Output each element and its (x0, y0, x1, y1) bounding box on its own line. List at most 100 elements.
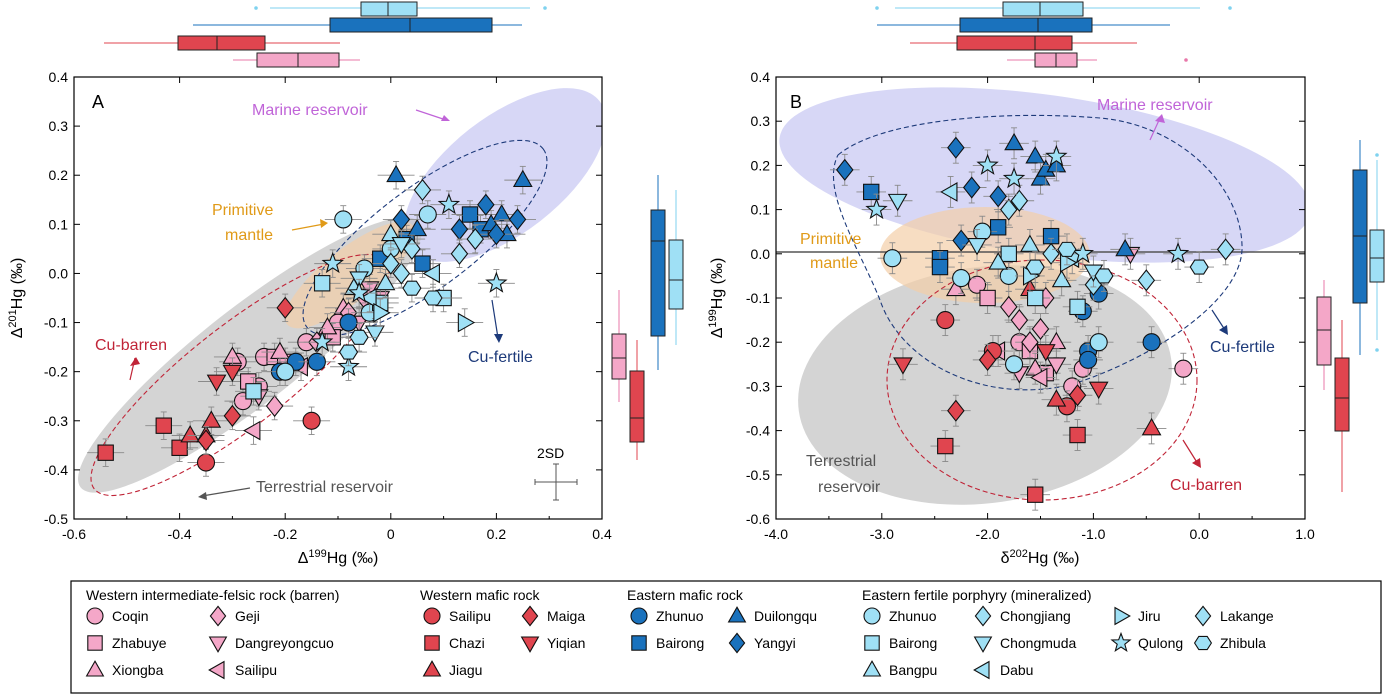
marine-reservoir-label: Marine reservoir (252, 102, 368, 119)
x-tick-label: 0 (387, 526, 395, 542)
hexagon-marker (1189, 259, 1209, 275)
star-marker (310, 330, 334, 352)
data-point-sailipu-western-mafic (930, 304, 961, 337)
diamond-marker (413, 178, 432, 202)
data-point-jiru-eastern-fertile (446, 308, 484, 337)
hexagon-marker (1057, 241, 1077, 257)
triangle-marker (380, 223, 401, 242)
panel-a-top-boxplots (104, 1, 547, 68)
data-point-yiqian-western-mafic (198, 367, 236, 396)
fertile-arrowhead (1219, 325, 1228, 335)
boxplot-top-lightblue (254, 1, 547, 17)
legend-item-label: Jiagu (449, 662, 482, 678)
data-point-bairong-eastern-mafic (451, 200, 489, 229)
legend-item-label: Geji (235, 608, 260, 624)
data-point-bairong-eastern-fertile (235, 377, 272, 406)
boxplot-right-lightblue (668, 190, 684, 345)
circle-marker (334, 210, 353, 229)
terrestrial-reservoir-label-2: reservoir (818, 479, 881, 496)
data-point-bangpu-eastern-fertile (1015, 229, 1045, 261)
marine-arrowhead (441, 115, 450, 121)
data-point-duilongqu-eastern-mafic (483, 200, 521, 229)
boxplot-top-red (910, 35, 1137, 51)
boxplot-top-blue (877, 17, 1170, 33)
data-point-geji-western-felsic (1025, 313, 1056, 345)
legend-item-label: Coqin (112, 608, 149, 624)
circle-marker (936, 311, 955, 330)
data-point-duilongqu-eastern-mafic (1025, 162, 1056, 195)
legend-item-lakange: Lakange (1194, 605, 1274, 627)
data-point-zhunuo-eastern-mafic (1073, 343, 1103, 376)
legend-item-label: Xiongba (112, 662, 164, 678)
y-tick-label: -0.3 (746, 378, 770, 394)
y-tick-label: 0.2 (49, 167, 69, 183)
boxplot-top-blue (193, 17, 522, 33)
data-point-yangyi-eastern-mafic (829, 153, 860, 186)
data-point-bairong-eastern-fertile (993, 237, 1024, 270)
panel-a-ticks: -0.6 -0.4 -0.2 0 0.2 0.4 -0.5 -0.4 -0.3 -0.2 -0.1 0… (44, 69, 612, 542)
data-point-chongmuda-eastern-fertile (382, 229, 420, 259)
star-marker (485, 271, 508, 293)
triangle-marker (375, 272, 396, 291)
legend-item-sailipu: Sailipu (208, 660, 277, 680)
tri-down-marker (1035, 344, 1056, 362)
triangle-marker (1046, 389, 1067, 407)
circle-legend-icon (423, 607, 441, 625)
panel-a: -0.6 -0.4 -0.2 0 0.2 0.4 -0.5 -0.4 -0.3 -0.2 -0.1 0… (7, 1, 684, 567)
diamond-legend-icon (974, 605, 992, 627)
x-tick-label: -0.6 (62, 526, 86, 542)
diamond-legend-icon (521, 605, 539, 627)
star-marker (1045, 144, 1068, 167)
data-point-qulong-eastern-fertile (430, 190, 468, 219)
hexagon-marker (402, 280, 422, 296)
cu-barren-label: Cu-barren (95, 337, 167, 354)
diamond-marker (276, 296, 294, 319)
square-marker (989, 219, 1007, 236)
triangle-marker (1025, 146, 1046, 164)
data-point-zhunuo-eastern-fertile (266, 357, 304, 386)
panel-b-right-boxplots (1316, 140, 1385, 492)
triangle-marker (512, 169, 533, 188)
data-point-yangyi-eastern-mafic (382, 205, 420, 234)
circle-marker (967, 275, 987, 294)
square-marker (1027, 486, 1044, 503)
square-legend-icon (424, 635, 440, 651)
square-marker (863, 183, 880, 201)
panel-a-x-axis-label: Δ199Hg (‰) (298, 548, 379, 567)
data-point-zhibula-eastern-fertile (393, 273, 431, 303)
data-point-chongjiang-eastern-fertile (404, 175, 441, 205)
panel-a-y-axis-label: Δ201Hg (‰) (7, 258, 26, 339)
diamond-marker (1068, 384, 1087, 407)
square-marker (245, 383, 262, 400)
x-tick-label: 0.4 (592, 526, 612, 542)
data-point-qulong-eastern-fertile (972, 149, 1003, 182)
data-point-qulong-eastern-fertile (340, 278, 378, 308)
data-point-maiga-western-mafic (972, 343, 1003, 376)
panel-b-x-axis-label: δ202Hg (‰) (1001, 548, 1080, 567)
triangle-marker (945, 278, 966, 297)
data-point-bairong-eastern-fertile (303, 269, 341, 298)
primitive-mantle-label-2: mantle (225, 227, 273, 244)
data-point-qulong-eastern-fertile (999, 162, 1029, 195)
tri-down-marker (893, 357, 913, 375)
data-point-bairong-eastern-mafic (925, 251, 955, 283)
y-tick-label: 0.1 (49, 216, 69, 232)
boxplot-right-pink (1316, 280, 1332, 390)
terrestrial-reservoir-label-1: Terrestrial (806, 453, 876, 470)
legend-item-bangpu: Bangpu (862, 660, 937, 678)
star-legend-icon (1110, 631, 1132, 653)
tri-right-marker (1060, 252, 1078, 273)
data-point-zhibula-eastern-fertile (1089, 259, 1119, 292)
cu-fertile-field (832, 114, 1243, 391)
panel-a-letter: A (92, 92, 104, 112)
tri-down-marker (206, 374, 227, 392)
data-point-chazi-western-mafic (161, 433, 199, 462)
data-point-jiagu-western-mafic (192, 406, 230, 435)
terrestrial-arrowhead (198, 492, 207, 500)
data-point-maiga-western-mafic (266, 293, 304, 323)
x-tick-label: -3.0 (870, 526, 894, 542)
legend-item-zhunuo: Zhunuo (630, 607, 704, 625)
hexagon-marker (349, 329, 369, 345)
terrestrial-arrow (201, 487, 251, 497)
panel-a-markers (87, 161, 542, 477)
